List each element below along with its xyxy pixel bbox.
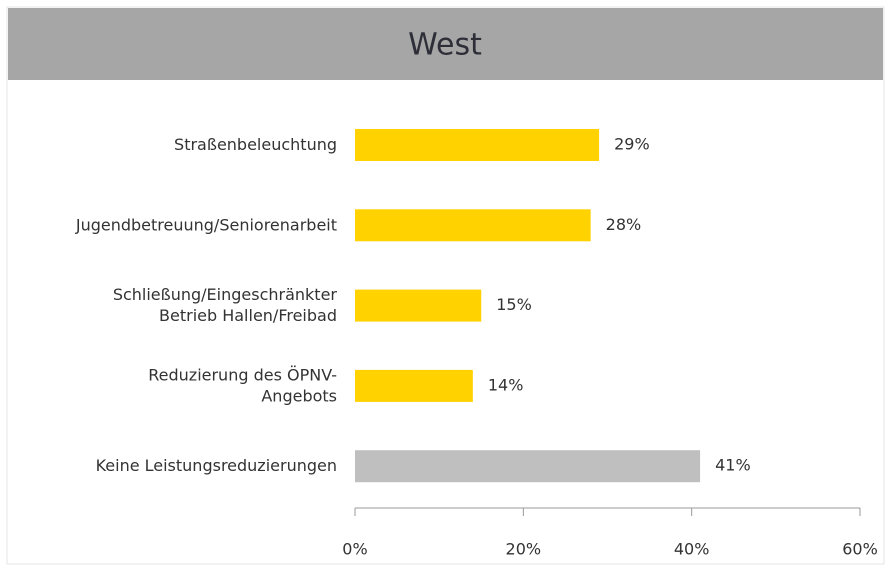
y-tick-label: Schließung/Eingeschränkter Betrieb Hallen… (113, 285, 338, 325)
value-label: 28% (606, 215, 642, 234)
bar (355, 129, 600, 161)
y-tick-label: Jugendbetreuung/Seniorenarbeit (75, 215, 337, 234)
y-tick-label-line: Schließung/Eingeschränkter (113, 285, 338, 304)
y-tick-label-line: Keine Leistungsreduzierungen (96, 456, 337, 475)
bar (355, 209, 591, 242)
header-band (8, 8, 883, 80)
bar (355, 369, 473, 402)
y-tick-label-line: Angebots (261, 386, 337, 405)
y-tick-label: Keine Leistungsreduzierungen (96, 456, 337, 475)
x-tick-label: 0% (342, 540, 367, 559)
y-tick-label-line: Betrieb Hallen/Freibad (159, 306, 337, 325)
bar (355, 289, 482, 322)
chart-title: West (408, 28, 482, 63)
y-tick-label-line: Straßenbeleuchtung (174, 135, 337, 154)
bar (355, 450, 701, 483)
value-label: 15% (496, 295, 532, 314)
value-label: 29% (614, 135, 650, 154)
value-label: 14% (488, 375, 524, 394)
x-tick-label: 40% (674, 540, 710, 559)
y-tick-label-line: Reduzierung des ÖPNV- (148, 365, 337, 384)
x-tick-label: 60% (842, 540, 878, 559)
y-tick-label: Reduzierung des ÖPNV- Angebots (148, 365, 337, 405)
value-label: 41% (715, 456, 751, 475)
x-tick-label: 20% (506, 540, 542, 559)
y-tick-label: Straßenbeleuchtung (174, 135, 337, 154)
y-tick-label-line: Jugendbetreuung/Seniorenarbeit (75, 215, 337, 234)
